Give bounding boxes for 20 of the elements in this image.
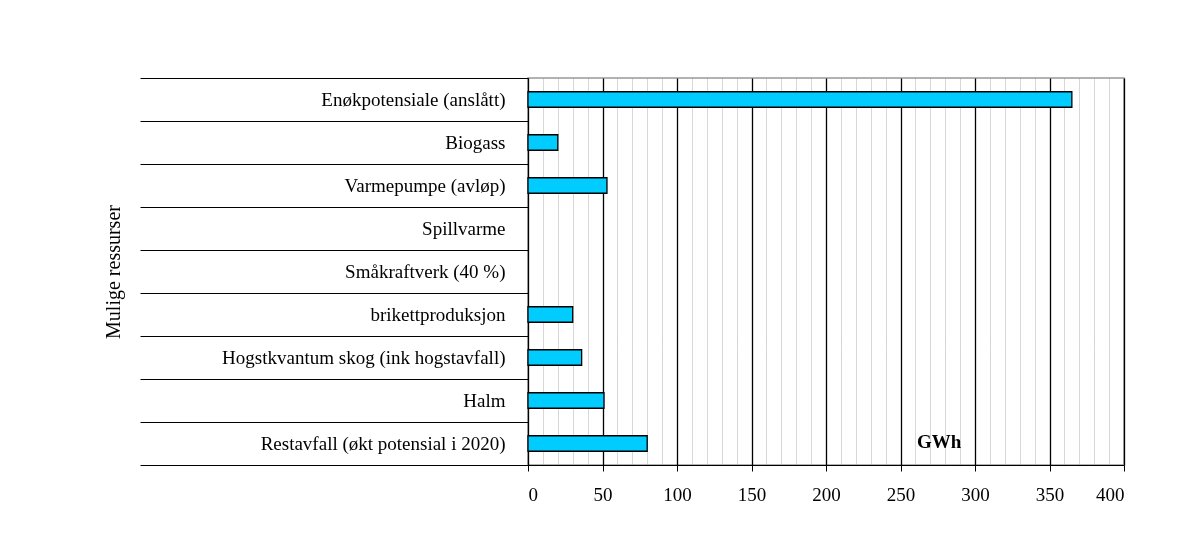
y-tick-label: Hogstkvantum skog (ink hogstavfall) [222,347,506,369]
x-tick-label: 400 [1096,483,1125,505]
x-tick-label: 50 [593,483,613,505]
y-tick-label: Småkraftverk (40 %) [345,261,506,283]
y-tick-label: Enøkpotensiale (anslått) [321,89,506,111]
x-tick-label: 300 [961,483,990,505]
x-tick-label: 150 [737,483,767,505]
y-tick-label: Spillvarme [422,218,506,239]
y-tick-label: Biogass [445,132,506,153]
x-tick-label: 200 [812,483,841,505]
x-tick-label: 250 [886,483,916,505]
y-tick-label: Varmepumpe (avløp) [344,175,506,197]
x-tick-label: 350 [1035,483,1065,505]
y-tick-label: Halm [463,390,506,411]
x-axis-title: GWh [917,431,962,452]
y-axis-title: Mulige ressurser [101,204,125,339]
x-tick-label: 0 [528,483,538,505]
y-tick-label: Restavfall (økt potensial i 2020) [260,433,506,455]
x-tick-label: 100 [663,483,692,505]
y-tick-label: brikettproduksjon [370,304,506,325]
